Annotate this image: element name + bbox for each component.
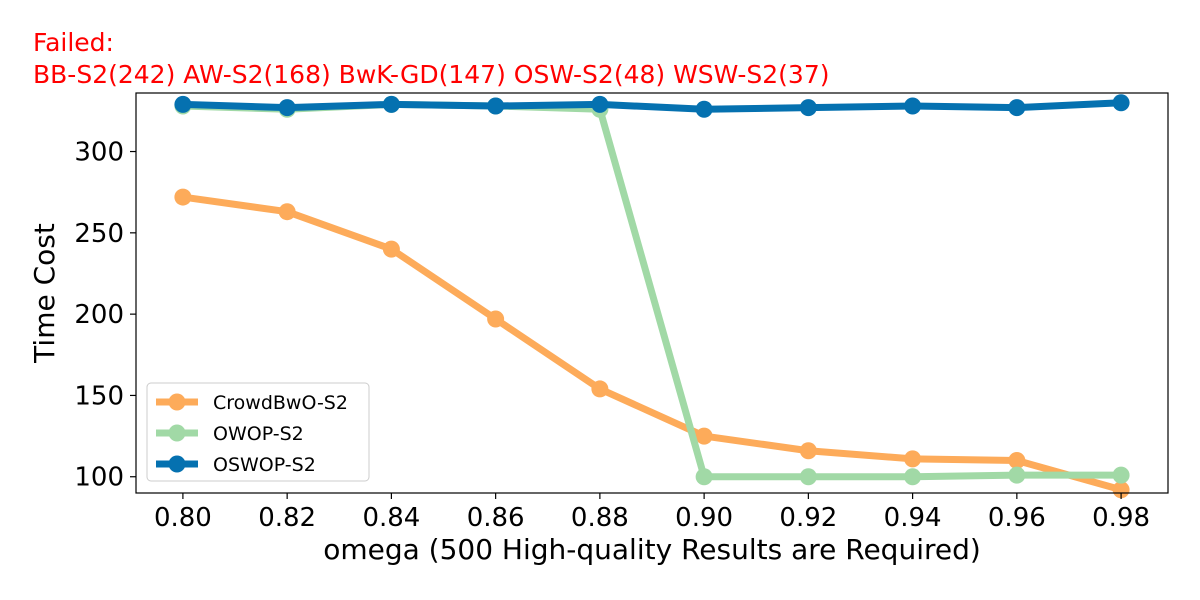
legend-box <box>146 382 370 482</box>
legend: CrowdBwO-S2 OWOP-S2 OSWOP-S2 <box>146 382 370 482</box>
data-point <box>1112 466 1130 484</box>
data-point <box>487 310 505 328</box>
data-point <box>695 100 713 118</box>
data-point <box>591 95 609 113</box>
y-tick-label: 250 <box>74 219 124 249</box>
data-point <box>382 240 400 258</box>
legend-item: CrowdBwO-S2 <box>156 392 348 414</box>
x-axis: 0.80 0.82 0.84 0.86 0.88 0.90 0.92 0.94 0.96 0.98 <box>154 493 1150 533</box>
series-layer <box>174 94 1130 499</box>
y-tick-label: 300 <box>74 138 124 168</box>
x-tick-label: 0.84 <box>362 503 420 533</box>
y-tick-label: 100 <box>74 463 124 493</box>
data-point <box>904 468 922 486</box>
data-point <box>904 97 922 115</box>
y-axis: 100 150 200 250 300 <box>74 138 136 493</box>
legend-swatch-marker <box>168 455 186 473</box>
data-point <box>1008 451 1026 469</box>
x-tick-label: 0.88 <box>571 503 629 533</box>
data-point <box>1112 481 1130 499</box>
x-tick-label: 0.86 <box>467 503 525 533</box>
data-point <box>799 468 817 486</box>
data-point <box>799 99 817 117</box>
data-point <box>278 203 296 221</box>
legend-label: OSWOP-S2 <box>213 454 316 476</box>
data-point <box>1008 99 1026 117</box>
chart-title-line-2: BB-S2(242) AW-S2(168) BwK-GD(147) OSW-S2… <box>33 60 830 89</box>
x-tick-label: 0.98 <box>1092 503 1150 533</box>
data-point <box>382 95 400 113</box>
data-point <box>799 442 817 460</box>
x-tick-label: 0.90 <box>675 503 733 533</box>
data-point <box>174 188 192 206</box>
y-tick-label: 150 <box>74 381 124 411</box>
data-point <box>1008 466 1026 484</box>
y-axis-label: Time Cost <box>28 223 61 364</box>
data-point <box>487 97 505 115</box>
data-point <box>695 427 713 445</box>
legend-label: OWOP-S2 <box>213 423 304 445</box>
legend-swatch-marker <box>168 424 186 442</box>
x-tick-label: 0.94 <box>884 503 942 533</box>
data-point <box>1112 94 1130 112</box>
legend-label: CrowdBwO-S2 <box>213 392 348 414</box>
x-tick-label: 0.96 <box>988 503 1046 533</box>
legend-item: OWOP-S2 <box>156 423 304 445</box>
data-point <box>591 380 609 398</box>
x-tick-label: 0.80 <box>154 503 212 533</box>
series-line <box>179 193 1125 494</box>
chart-title-line-1: Failed: <box>33 28 114 57</box>
data-point <box>174 95 192 113</box>
legend-swatch-marker <box>168 393 186 411</box>
plot-frame <box>135 92 1169 494</box>
series-line <box>179 99 1125 113</box>
legend-item: OSWOP-S2 <box>156 454 316 476</box>
data-point <box>904 450 922 468</box>
x-tick-label: 0.82 <box>258 503 316 533</box>
series-OSWOP-S2 <box>174 94 1130 118</box>
data-point <box>278 99 296 117</box>
x-tick-label: 0.92 <box>779 503 837 533</box>
y-tick-label: 200 <box>74 300 124 330</box>
series-CrowdBwO-S2 <box>174 188 1130 499</box>
data-point <box>695 468 713 486</box>
x-axis-label: omega (500 High-quality Results are Requ… <box>323 533 981 566</box>
